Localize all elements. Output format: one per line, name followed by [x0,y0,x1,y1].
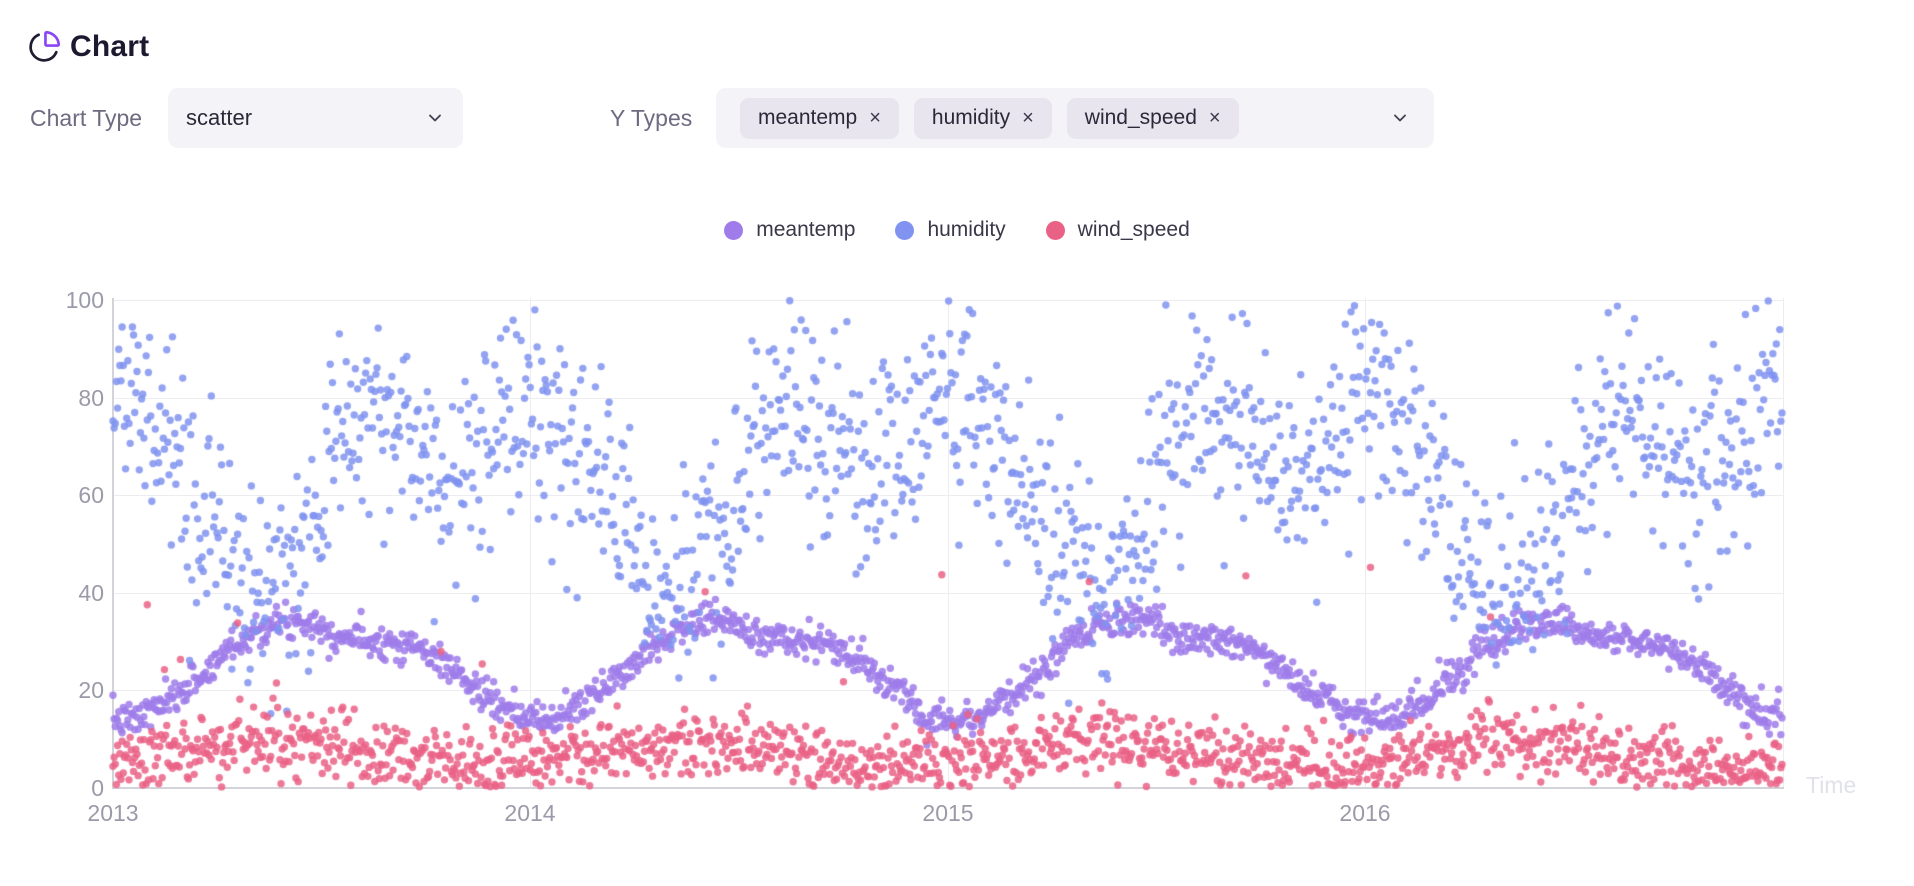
tag-label: wind_speed [1084,106,1197,129]
legend: meantemp humidity wind_speed [0,218,1914,242]
y-tick-label: 60 [78,482,104,508]
chart-type-label: Chart Type [30,105,143,131]
chevron-down-icon [429,114,441,122]
legend-item-wind-speed[interactable]: wind_speed [1045,218,1190,242]
y-type-tag-humidity: humidity × [913,97,1052,139]
y-tick-label: 20 [78,677,104,703]
chevron-down-icon [1394,114,1406,122]
page-title: Chart [70,30,150,63]
y-tick-label: 0 [91,775,104,801]
legend-swatch [724,220,744,240]
y-types-label: Y Types [610,105,693,131]
y-tick-label: 40 [78,580,104,606]
chart-type-select[interactable]: scatter [168,88,463,148]
titlebar: Chart [28,30,149,64]
controls-row: Chart Type scatter Y Types meantemp × hu… [0,88,1914,148]
tag-label: meantemp [758,106,858,129]
remove-tag-icon[interactable]: × [869,107,881,129]
y-tick-label: 80 [78,385,104,411]
remove-tag-icon[interactable]: × [1208,107,1221,129]
remove-tag-icon[interactable]: × [1022,107,1034,129]
legend-item-meantemp[interactable]: meantemp [724,218,855,242]
legend-swatch [1045,220,1065,240]
legend-swatch [895,220,915,240]
x-axis-title: Time [1806,772,1857,798]
legend-label: wind_speed [1077,218,1190,241]
tag-label: humidity [931,106,1011,129]
y-type-tag-wind-speed: wind_speed × [1066,97,1239,139]
pie-chart-icon [29,31,60,62]
y-tick-label: 100 [65,287,104,313]
x-tick-label: 2015 [922,800,974,826]
y-type-tag-meantemp: meantemp × [740,97,899,139]
x-tick-label: 2014 [504,800,556,826]
legend-item-humidity[interactable]: humidity [895,218,1006,242]
x-tick-label: 2013 [87,800,139,826]
y-types-select[interactable]: meantemp × humidity × wind_speed × [716,88,1434,148]
scatter-plot-canvas [103,250,1793,805]
chart-type-value: scatter [186,105,253,130]
x-tick-label: 2016 [1339,800,1391,826]
legend-label: humidity [927,218,1006,241]
legend-label: meantemp [756,218,856,241]
